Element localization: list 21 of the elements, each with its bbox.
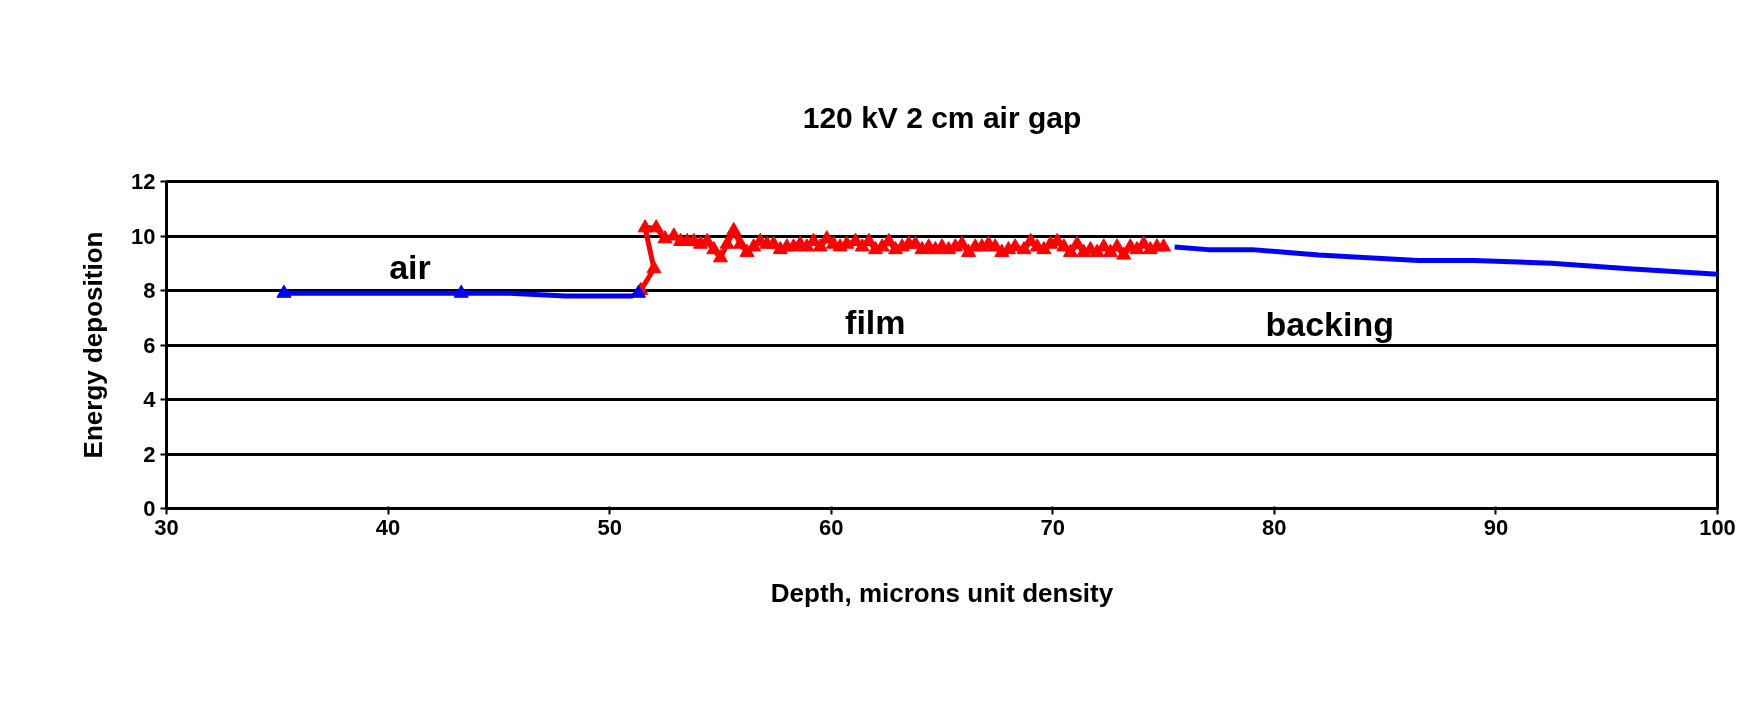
y-tick-label: 4	[143, 387, 157, 412]
x-tick-label: 50	[597, 514, 622, 540]
y-tick-label: 10	[131, 223, 156, 249]
x-axis-title: Depth, microns unit density	[770, 577, 1114, 608]
y-tick-label: 0	[143, 496, 156, 521]
x-tick-label: 90	[1483, 514, 1509, 540]
y-tick-label: 8	[143, 278, 156, 303]
annotation: air	[389, 247, 431, 286]
x-tick-label: 80	[1262, 514, 1287, 540]
x-tick-label: 70	[1040, 514, 1066, 540]
x-tick-label: 60	[818, 514, 844, 540]
chart-title: 120 kV 2 cm air gap	[802, 101, 1082, 134]
annotation: backing	[1265, 304, 1394, 343]
y-tick-label: 6	[143, 332, 156, 358]
y-axis-title: Energy deposition	[78, 231, 109, 459]
y-tick-label: 12	[131, 169, 156, 194]
x-tick-label: 100	[1699, 514, 1736, 540]
annotation: film	[845, 303, 906, 342]
x-tick-label: 30	[154, 514, 179, 540]
x-tick-label: 40	[375, 514, 401, 540]
y-tick-label: 2	[143, 441, 156, 467]
